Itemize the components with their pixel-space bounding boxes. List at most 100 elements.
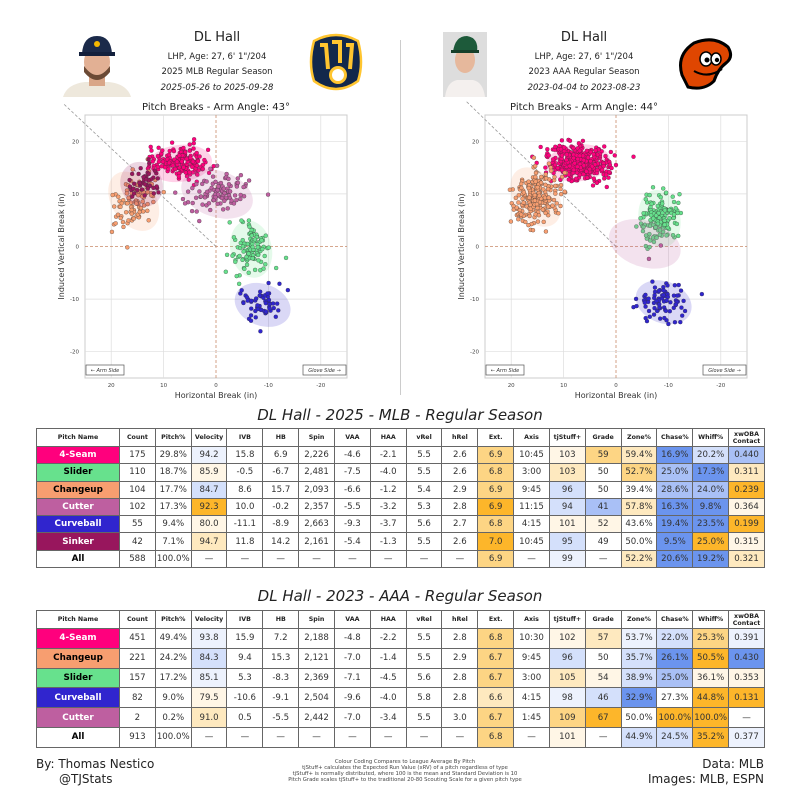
pitch-point-4-seam — [558, 147, 564, 152]
pitch-point-slider — [662, 218, 667, 223]
pitch-point-4-seam — [587, 167, 592, 172]
stat-cell: -7.5 — [333, 463, 371, 482]
pitch-point-4-seam — [575, 164, 580, 169]
stat-cell: — — [513, 726, 550, 748]
stat-cell: 105 — [548, 667, 586, 689]
player-bio: LHP, Age: 27, 6' 1"/204 — [534, 52, 634, 62]
stat-cell: 2.8 — [441, 687, 479, 709]
pitch-point-cutter — [213, 179, 218, 184]
pitch-point-changeup — [554, 201, 559, 206]
pitch-point-slider — [252, 237, 258, 242]
pitch-point-changeup — [546, 204, 551, 209]
pitch-point-changeup — [546, 195, 551, 200]
pitch-point-4-seam — [148, 144, 153, 150]
pitch-point-changeup — [535, 205, 540, 211]
pitch-point-changeup — [516, 200, 521, 205]
pitch-point-4-seam — [184, 156, 189, 162]
stat-cell: 7.2 — [262, 628, 300, 649]
stat-cell: 6.6 — [477, 687, 515, 709]
table-row: Curveball 82 9.0% 79.5 -10.6 -9.1 2,504 -9.6 -4.… — [36, 687, 765, 709]
stat-cell: 67 — [584, 707, 622, 728]
pitch-point-changeup — [129, 211, 134, 216]
stat-cell: 14.2 — [262, 532, 300, 551]
pitch-point-changeup — [112, 204, 117, 209]
column-header: Pitch% — [154, 428, 192, 447]
pitch-point-changeup — [553, 191, 558, 196]
pitch-point-curveball — [662, 315, 667, 321]
pitch-point-4-seam — [602, 176, 607, 181]
pitch-name-cell: Changeup — [36, 480, 120, 499]
pitch-point-curveball — [263, 309, 269, 314]
column-header: Chase% — [656, 610, 694, 629]
pitch-point-cutter — [213, 195, 218, 200]
stat-cell: 17.7% — [154, 480, 192, 499]
pitch-point-4-seam — [167, 148, 172, 154]
column-header: Chase% — [656, 428, 694, 447]
pitch-point-cutter — [194, 209, 199, 214]
pitch-point-cutter — [265, 192, 271, 197]
stat-cell: 0.440 — [728, 445, 765, 465]
x-axis-label: Horizontal Break (in) — [575, 391, 658, 400]
pitch-point-4-seam — [589, 164, 595, 169]
pitch-point-4-seam — [155, 164, 161, 170]
stat-cell: 9.8% — [692, 497, 730, 517]
pitch-point-4-seam — [567, 138, 573, 143]
pitch-point-slider — [651, 239, 657, 245]
pitch-point-changeup — [558, 182, 564, 188]
stat-cell: 2,442 — [298, 707, 335, 728]
pitch-point-4-seam — [594, 180, 599, 185]
stat-cell: 5.5 — [405, 628, 443, 649]
stat-cell: 2,504 — [298, 687, 335, 709]
pitch-point-curveball — [656, 288, 662, 293]
pitch-point-4-seam — [197, 154, 202, 159]
pitch-point-cutter — [226, 176, 231, 182]
pitch-point-curveball — [245, 298, 250, 303]
pitch-point-curveball — [657, 302, 662, 307]
stat-cell: 2.6 — [441, 532, 479, 551]
stat-cell: 19.2% — [692, 549, 730, 569]
pitch-point-4-seam — [585, 155, 591, 160]
pitch-point-cutter — [198, 194, 204, 199]
pitch-point-cutter — [234, 184, 240, 189]
pitch-point-4-seam — [559, 138, 565, 143]
pitch-point-4-seam — [195, 159, 201, 164]
pitch-point-slider — [667, 207, 672, 213]
pitch-point-4-seam — [577, 172, 583, 178]
pitch-point-curveball — [646, 308, 652, 314]
pitch-point-cutter — [208, 207, 213, 213]
pitch-point-4-seam — [553, 144, 558, 149]
stat-cell: 3:00 — [513, 667, 550, 689]
pitch-point-4-seam — [188, 155, 193, 160]
column-header: Grade — [584, 610, 622, 629]
panel-divider — [400, 40, 401, 395]
pitch-point-curveball — [634, 303, 639, 309]
stat-cell: — — [441, 726, 479, 748]
pitch-point-sinker — [130, 171, 135, 177]
pitch-point-cutter — [225, 206, 230, 211]
pitch-point-cutter — [204, 179, 209, 184]
stat-cell: -7.0 — [333, 647, 371, 669]
stat-cell: 4:15 — [513, 687, 550, 709]
pitch-point-4-seam — [607, 170, 612, 175]
pitch-point-4-seam — [160, 148, 165, 153]
pitch-point-cutter — [215, 187, 220, 193]
stat-cell: 17.3% — [692, 463, 730, 482]
pitch-point-4-seam — [191, 141, 196, 146]
stat-cell: 94.7 — [190, 532, 228, 551]
stat-cell: — — [584, 549, 622, 569]
column-header: tjStuff+ — [548, 428, 586, 447]
pitch-point-sinker — [138, 166, 143, 171]
column-header: Velocity — [190, 610, 228, 629]
stat-cell: 0.353 — [728, 667, 765, 689]
stat-cell: — — [333, 549, 371, 569]
stat-cell: -4.0 — [369, 687, 407, 709]
pitch-point-changeup — [526, 179, 531, 184]
pitch-point-curveball — [671, 305, 676, 311]
pitch-point-changeup — [548, 168, 554, 173]
pitch-point-sinker — [146, 157, 151, 162]
pitch-point-curveball — [658, 316, 663, 321]
x-tick-label: -10 — [264, 383, 273, 389]
pitch-point-changeup — [115, 212, 121, 217]
date-range: 2023-04-04 to 2023-08-23 — [527, 83, 641, 93]
stat-cell: -2.1 — [369, 445, 407, 465]
